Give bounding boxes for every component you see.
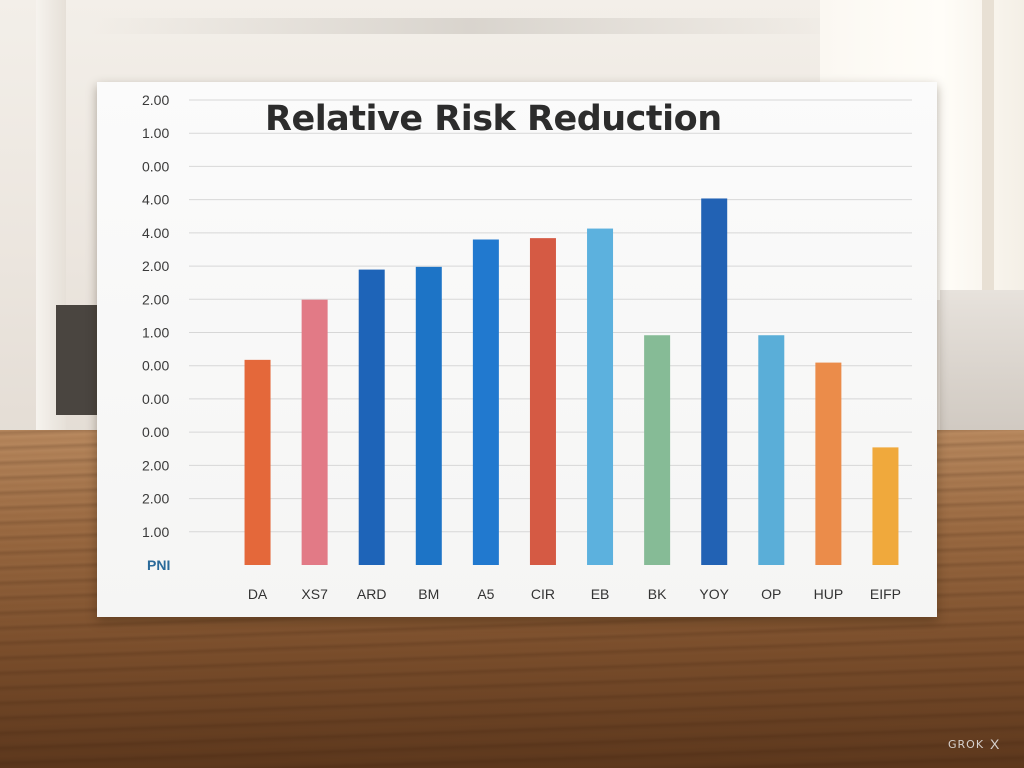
bar — [472, 239, 499, 565]
bar — [358, 269, 385, 565]
y-tick-label: 0.00 — [142, 424, 169, 440]
bar-chart: PNI 1.00 2.00 2.00 0.00 0.00 0.00 1.00 2.00 2.00 4… — [142, 92, 912, 602]
bar — [872, 447, 899, 565]
bar — [644, 335, 671, 565]
y-tick-label: 0.00 — [142, 391, 169, 407]
y-tick-label: 4.00 — [142, 192, 169, 208]
bar — [758, 335, 785, 565]
x-tick-label: EB — [591, 586, 610, 602]
x-tick-label: CIR — [531, 586, 555, 602]
bar — [415, 266, 442, 565]
x-tick-label: HUP — [814, 586, 844, 602]
y-tick-label: 0.00 — [142, 358, 169, 374]
watermark-logo-icon: X — [990, 736, 1000, 752]
y-tick-label: 2.00 — [142, 258, 169, 274]
background-chair — [56, 305, 100, 415]
background-furniture — [940, 290, 1024, 440]
y-tick-label: 2.00 — [142, 92, 169, 108]
x-tick-label: BK — [648, 586, 667, 602]
bar — [815, 362, 842, 565]
watermark-text: GROK — [948, 738, 985, 751]
x-tick-label: YOY — [699, 586, 729, 602]
y-tick-label: 4.00 — [142, 225, 169, 241]
y-tick-label: 2.00 — [142, 491, 169, 507]
chart-card: PNI 1.00 2.00 2.00 0.00 0.00 0.00 1.00 2.00 2.00 4… — [97, 82, 937, 617]
bar — [701, 198, 728, 565]
background-ceiling-beam — [90, 18, 850, 34]
bar — [529, 238, 556, 565]
y-tick-label: 2.00 — [142, 457, 169, 473]
bar — [301, 299, 328, 565]
bar — [244, 359, 271, 565]
x-tick-label: DA — [248, 586, 268, 602]
y-tick-label: 1.00 — [142, 524, 169, 540]
x-tick-label: XS7 — [301, 586, 328, 602]
y-tick-label: 2.00 — [142, 291, 169, 307]
background-window-frame — [982, 0, 994, 300]
x-tick-label: BM — [418, 586, 439, 602]
x-tick-label: OP — [761, 586, 781, 602]
x-tick-label: ARD — [357, 586, 387, 602]
x-tick-label: EIFP — [870, 586, 901, 602]
y-tick-label: PNI — [147, 557, 170, 573]
x-tick-label: A5 — [477, 586, 494, 602]
chart-title: Relative Risk Reduction — [265, 99, 722, 139]
y-tick-label: 1.00 — [142, 325, 169, 341]
y-tick-label: 1.00 — [142, 125, 169, 141]
y-tick-label: 0.00 — [142, 158, 169, 174]
bar — [587, 228, 614, 565]
